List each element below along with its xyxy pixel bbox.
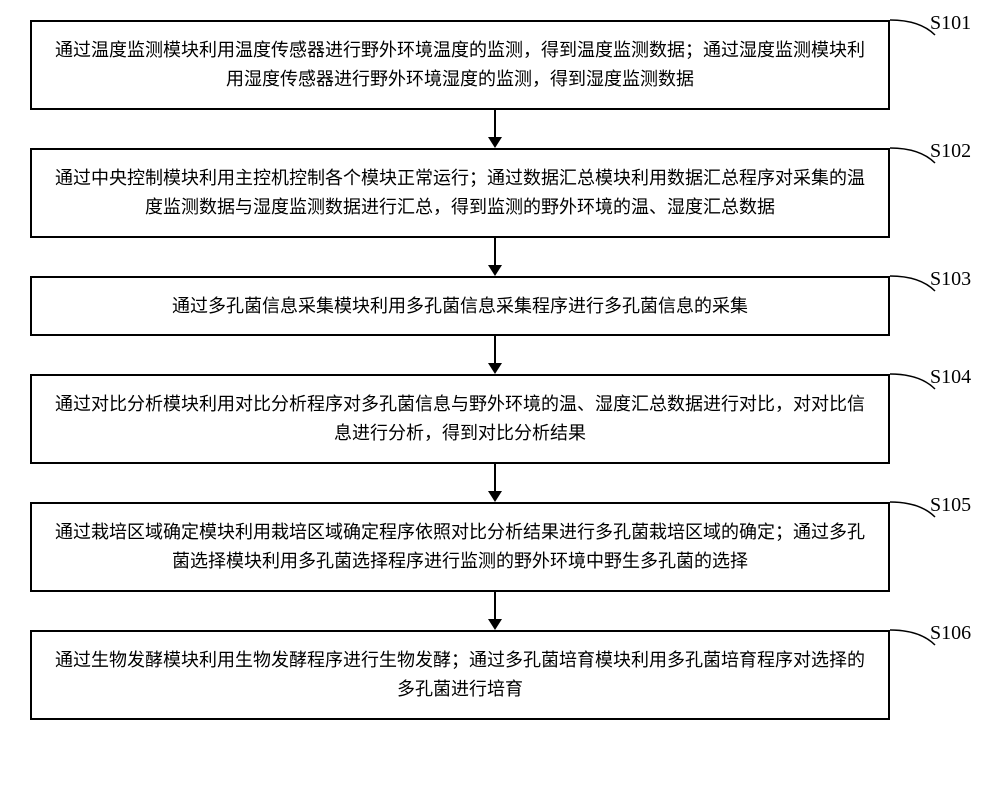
step-text: 通过中央控制模块利用主控机控制各个模块正常运行；通过数据汇总模块利用数据汇总程序… bbox=[52, 164, 868, 222]
step-row: 通过对比分析模块利用对比分析程序对多孔菌信息与野外环境的温、湿度汇总数据进行对比… bbox=[30, 374, 960, 464]
step-label-s105: S105 bbox=[930, 494, 971, 517]
step-label-s106: S106 bbox=[930, 622, 971, 645]
step-text: 通过对比分析模块利用对比分析程序对多孔菌信息与野外环境的温、湿度汇总数据进行对比… bbox=[52, 390, 868, 448]
arrow bbox=[65, 464, 925, 502]
step-label-s101: S101 bbox=[930, 12, 971, 35]
flowchart-container: 通过温度监测模块利用温度传感器进行野外环境温度的监测，得到温度监测数据；通过湿度… bbox=[30, 20, 960, 720]
step-box-s102: 通过中央控制模块利用主控机控制各个模块正常运行；通过数据汇总模块利用数据汇总程序… bbox=[30, 148, 890, 238]
arrow bbox=[65, 110, 925, 148]
step-label-s102: S102 bbox=[930, 140, 971, 163]
arrow bbox=[65, 336, 925, 374]
step-text: 通过温度监测模块利用温度传感器进行野外环境温度的监测，得到温度监测数据；通过湿度… bbox=[52, 36, 868, 94]
step-text: 通过栽培区域确定模块利用栽培区域确定程序依照对比分析结果进行多孔菌栽培区域的确定… bbox=[52, 518, 868, 576]
step-label-s103: S103 bbox=[930, 268, 971, 291]
step-text: 通过多孔菌信息采集模块利用多孔菌信息采集程序进行多孔菌信息的采集 bbox=[172, 292, 748, 321]
step-box-s104: 通过对比分析模块利用对比分析程序对多孔菌信息与野外环境的温、湿度汇总数据进行对比… bbox=[30, 374, 890, 464]
step-row: 通过多孔菌信息采集模块利用多孔菌信息采集程序进行多孔菌信息的采集 S103 bbox=[30, 276, 960, 336]
step-box-s103: 通过多孔菌信息采集模块利用多孔菌信息采集程序进行多孔菌信息的采集 bbox=[30, 276, 890, 336]
step-row: 通过栽培区域确定模块利用栽培区域确定程序依照对比分析结果进行多孔菌栽培区域的确定… bbox=[30, 502, 960, 592]
arrow bbox=[65, 238, 925, 276]
step-label-s104: S104 bbox=[930, 366, 971, 389]
step-box-s101: 通过温度监测模块利用温度传感器进行野外环境温度的监测，得到温度监测数据；通过湿度… bbox=[30, 20, 890, 110]
step-row: 通过生物发酵模块利用生物发酵程序进行生物发酵；通过多孔菌培育模块利用多孔菌培育程… bbox=[30, 630, 960, 720]
step-box-s106: 通过生物发酵模块利用生物发酵程序进行生物发酵；通过多孔菌培育模块利用多孔菌培育程… bbox=[30, 630, 890, 720]
step-text: 通过生物发酵模块利用生物发酵程序进行生物发酵；通过多孔菌培育模块利用多孔菌培育程… bbox=[52, 646, 868, 704]
step-box-s105: 通过栽培区域确定模块利用栽培区域确定程序依照对比分析结果进行多孔菌栽培区域的确定… bbox=[30, 502, 890, 592]
step-row: 通过中央控制模块利用主控机控制各个模块正常运行；通过数据汇总模块利用数据汇总程序… bbox=[30, 148, 960, 238]
step-row: 通过温度监测模块利用温度传感器进行野外环境温度的监测，得到温度监测数据；通过湿度… bbox=[30, 20, 960, 110]
arrow bbox=[65, 592, 925, 630]
